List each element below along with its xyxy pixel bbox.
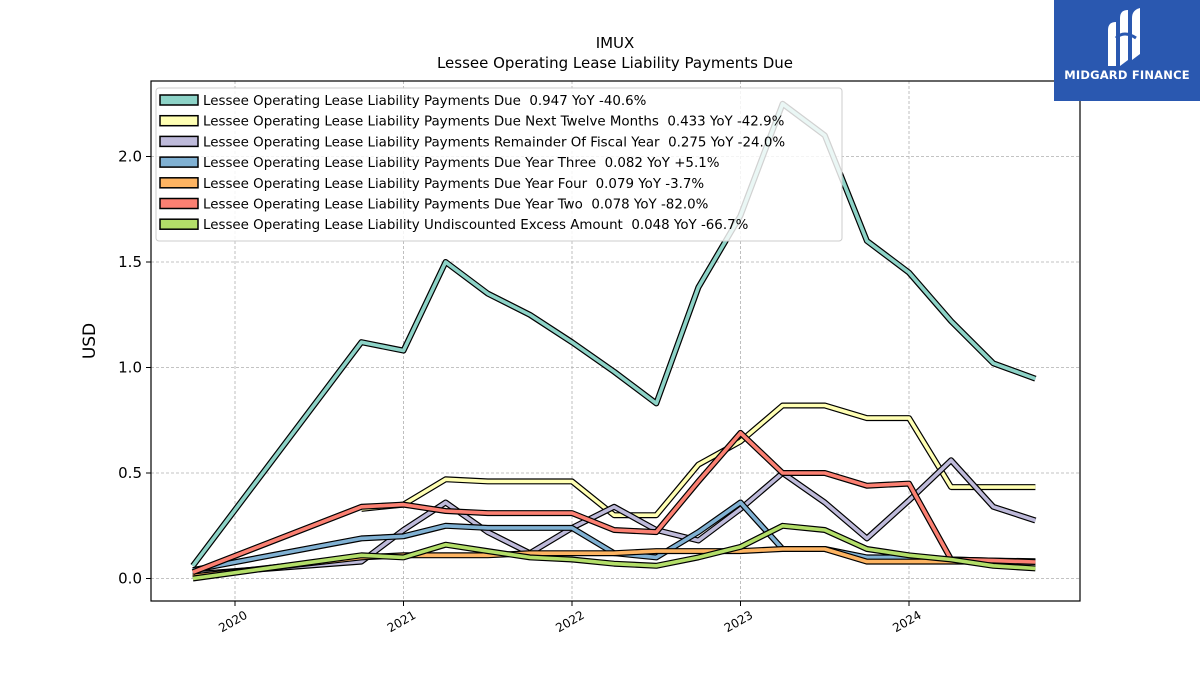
legend-swatch	[159, 156, 199, 168]
legend-label: Lessee Operating Lease Liability Payment…	[203, 135, 785, 150]
y-tick-label: 1.0	[118, 359, 142, 377]
midgard-logo-icon	[1108, 8, 1140, 66]
legend-item: Lessee Operating Lease Liability Payment…	[159, 94, 646, 109]
series-line	[192, 547, 1036, 579]
legend-item: Lessee Operating Lease Liability Payment…	[159, 135, 785, 150]
series-line	[192, 524, 1036, 581]
x-axis: 2020 2021 2022 2023 2024	[216, 601, 924, 635]
series-layer	[190, 100, 1037, 582]
legend-label: Lessee Operating Lease Liability Undisco…	[203, 218, 748, 233]
legend-item: Lessee Operating Lease Liability Payment…	[159, 197, 708, 213]
legend-swatch	[159, 135, 199, 148]
legend: Lessee Operating Lease Liability Payment…	[155, 87, 843, 242]
brand-logo: MIDGARD FINANCE	[1054, 0, 1200, 101]
legend-box	[155, 87, 843, 242]
legend-label: Lessee Operating Lease Liability Payment…	[203, 198, 708, 213]
legend-swatch	[159, 218, 199, 230]
series-line	[361, 403, 1036, 517]
series-1	[361, 402, 1036, 519]
brand-name: MIDGARD FINANCE	[1064, 68, 1190, 82]
legend-item: Lessee Operating Lease Liability Payment…	[159, 156, 719, 171]
chart-title: IMUX	[596, 34, 635, 52]
x-tick-label: 2024	[890, 608, 923, 635]
y-tick-label: 1.5	[118, 253, 142, 271]
legend-swatch	[159, 197, 199, 210]
y-axis-label: USD	[80, 323, 100, 359]
legend-item: Lessee Operating Lease Liability Payment…	[159, 177, 704, 192]
y-tick-label: 0.0	[118, 570, 142, 588]
legend-swatch	[159, 94, 199, 106]
x-tick-label: 2022	[553, 608, 586, 635]
x-tick-label: 2023	[722, 608, 755, 635]
x-tick-label: 2021	[385, 608, 418, 635]
y-tick-label: 2.0	[118, 148, 142, 166]
legend-swatch	[159, 177, 199, 189]
legend-item: Lessee Operating Lease Liability Payment…	[159, 114, 784, 130]
legend-label: Lessee Operating Lease Liability Payment…	[203, 177, 704, 192]
plot-frame	[150, 80, 1081, 602]
legend-label: Lessee Operating Lease Liability Payment…	[203, 94, 646, 109]
y-axis: 0.0 0.5 1.0 1.5 2.0	[118, 148, 151, 588]
series-6	[192, 522, 1036, 582]
x-tick-label: 2020	[216, 608, 249, 635]
series-line	[191, 102, 1037, 567]
series-line	[192, 431, 1036, 574]
series-0	[190, 100, 1037, 568]
series-5	[191, 429, 1036, 575]
y-tick-label: 0.5	[118, 464, 142, 482]
legend-label: Lessee Operating Lease Liability Payment…	[203, 115, 784, 130]
series-4	[192, 546, 1036, 580]
legend-item: Lessee Operating Lease Liability Undisco…	[159, 218, 748, 233]
chart-subtitle: Lessee Operating Lease Liability Payment…	[437, 54, 793, 72]
legend-swatch	[159, 114, 199, 127]
legend-label: Lessee Operating Lease Liability Payment…	[203, 156, 719, 171]
